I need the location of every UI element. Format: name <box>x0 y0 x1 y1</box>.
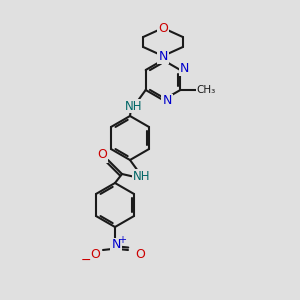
Text: O: O <box>158 22 168 34</box>
Text: N: N <box>180 61 189 74</box>
Text: N: N <box>158 50 168 62</box>
Text: CH₃: CH₃ <box>197 85 216 95</box>
Text: NH: NH <box>125 100 142 112</box>
Text: O: O <box>97 148 107 161</box>
Text: +: + <box>118 235 126 245</box>
Text: N: N <box>162 94 172 107</box>
Text: −: − <box>81 254 91 266</box>
Text: NH: NH <box>133 169 151 182</box>
Text: N: N <box>111 238 121 251</box>
Text: O: O <box>135 248 145 262</box>
Text: O: O <box>90 248 100 262</box>
